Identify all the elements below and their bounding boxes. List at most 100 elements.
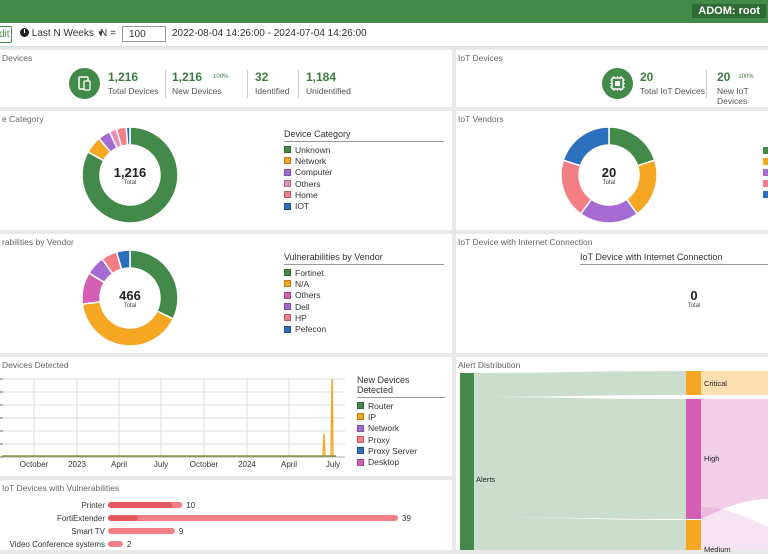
divider bbox=[247, 70, 248, 98]
category-legend-item[interactable]: Computer bbox=[284, 167, 444, 178]
panel-title: Devices bbox=[2, 53, 33, 63]
category-legend-item[interactable]: Unknown bbox=[284, 144, 444, 155]
category-slice-5[interactable] bbox=[125, 126, 131, 146]
vendor-slice-4[interactable] bbox=[562, 126, 610, 167]
legend-swatch bbox=[284, 168, 291, 176]
unidentified-stat[interactable]: 1,184 Unidentified bbox=[306, 70, 351, 96]
legend-label: Network bbox=[295, 155, 327, 166]
panel-title: e Category bbox=[2, 114, 44, 124]
legend-swatch bbox=[284, 146, 291, 154]
vuln-vendor-legend-item[interactable]: N/A bbox=[284, 278, 444, 289]
node-label-alerts: Alerts bbox=[476, 475, 496, 484]
node-critical[interactable] bbox=[686, 371, 701, 395]
flow-high bbox=[474, 397, 686, 519]
bar-segment[interactable] bbox=[108, 515, 138, 521]
legend-swatch bbox=[357, 413, 364, 421]
vuln-vendor-donut[interactable] bbox=[0, 234, 260, 353]
identified-stat[interactable]: 32 Identified bbox=[255, 70, 290, 96]
bar[interactable] bbox=[108, 515, 398, 521]
bar-value-label: 9 bbox=[179, 527, 184, 536]
legend-swatch bbox=[284, 314, 291, 322]
vuln-vendor-slice-1[interactable] bbox=[81, 300, 175, 347]
legend-label: N/A bbox=[295, 278, 310, 289]
legend-label: IOT bbox=[295, 201, 310, 212]
bar-value-label: 2 bbox=[127, 540, 132, 549]
new-devices-panel: Devices Detected October 2023 April July Oct… bbox=[0, 357, 452, 476]
node-medium[interactable] bbox=[686, 520, 701, 550]
iot-chip-icon bbox=[602, 68, 633, 99]
legend-label: Router bbox=[368, 400, 394, 411]
x-tick-label: April bbox=[281, 460, 297, 469]
vuln-vendor-legend-item[interactable]: HP bbox=[284, 312, 444, 323]
new-devices-stat[interactable]: 1,216 100% New Devices bbox=[172, 70, 229, 96]
vuln-vendor-slice-5[interactable] bbox=[115, 249, 131, 271]
new-devices-legend-item[interactable]: Proxy Server bbox=[357, 445, 445, 456]
alert-sankey[interactable] bbox=[456, 357, 768, 550]
new-devices-line-chart[interactable]: October 2023 April July October 2024 April July bbox=[0, 357, 350, 476]
bar-category-label: Video Conference systems bbox=[10, 540, 105, 549]
bar-value-label: 39 bbox=[402, 514, 411, 523]
vuln-vendor-legend-item[interactable]: Others bbox=[284, 290, 444, 301]
category-legend-item[interactable]: IOT bbox=[284, 200, 444, 211]
legend-label: IP bbox=[368, 411, 377, 422]
x-tick-label: October bbox=[20, 460, 49, 469]
donut-center: 20 Total bbox=[601, 165, 617, 186]
legend-swatch bbox=[357, 458, 364, 466]
time-range-select[interactable]: Last N Weeks ▼ bbox=[20, 28, 105, 39]
legend-title: Vulnerabilities by Vendor bbox=[284, 252, 444, 265]
panel-title: Devices Detected bbox=[2, 360, 69, 370]
edit-button[interactable]: dit bbox=[0, 26, 12, 43]
alert-distribution-panel: Alert Distribution Alerts Critical High … bbox=[456, 357, 768, 554]
internet-total: 0 Total bbox=[687, 288, 701, 309]
panel-title: Alert Distribution bbox=[458, 360, 521, 370]
new-devices-legend-item[interactable]: Network bbox=[357, 423, 445, 434]
total-devices-stat[interactable]: 1,216 Total Devices bbox=[108, 70, 159, 96]
bar-segment[interactable] bbox=[108, 502, 172, 508]
x-tick-label: October bbox=[190, 460, 219, 469]
device-category-donut[interactable] bbox=[0, 111, 260, 230]
new-iot-stat[interactable]: 20 100% New IoT Devices bbox=[717, 70, 754, 106]
vendor-slice-0[interactable] bbox=[608, 126, 656, 167]
iot-internet-panel: IoT Device with Internet Connection IoT … bbox=[456, 234, 768, 353]
new-devices-legend-item[interactable]: Proxy bbox=[357, 434, 445, 445]
time-range-label: Last N Weeks bbox=[31, 28, 94, 39]
node-alerts[interactable] bbox=[460, 373, 474, 550]
new-devices-legend-item[interactable]: IP bbox=[357, 411, 445, 422]
x-tick-label: July bbox=[326, 460, 340, 469]
node-high[interactable] bbox=[686, 399, 701, 519]
legend-label: Others bbox=[295, 178, 321, 189]
date-range: 2022-08-04 14:26:00 - 2024-07-04 14:26:0… bbox=[172, 28, 367, 39]
legend-label: Dell bbox=[295, 301, 310, 312]
vuln-vendor-legend-item[interactable]: Dell bbox=[284, 301, 444, 312]
new-devices-legend-item[interactable]: Router bbox=[357, 400, 445, 411]
iot-vuln-bar-chart[interactable]: Printer 10 FortiExtender 39 Smart TV 9 Video C… bbox=[0, 480, 452, 550]
bar-category-label: Printer bbox=[81, 501, 105, 510]
legend-label: Computer bbox=[295, 167, 333, 178]
legend-label: Home bbox=[295, 189, 318, 200]
legend-label: Fortinet bbox=[295, 267, 324, 278]
legend-swatch bbox=[284, 180, 291, 188]
category-legend-item[interactable]: Others bbox=[284, 178, 444, 189]
n-input[interactable]: 100 bbox=[122, 26, 166, 42]
vuln-vendor-legend-item[interactable]: Pefecon bbox=[284, 323, 444, 334]
panel-title: IoT Device with Internet Connection bbox=[458, 237, 593, 247]
chevron-down-icon: ▼ bbox=[96, 29, 105, 38]
category-legend-item[interactable]: Network bbox=[284, 155, 444, 166]
new-devices-legend-item[interactable]: Desktop bbox=[357, 456, 445, 467]
category-legend-item[interactable]: Home bbox=[284, 189, 444, 200]
chart-title: IoT Device with Internet Connection bbox=[580, 252, 723, 262]
legend-swatch bbox=[284, 202, 291, 210]
iot-vendors-donut[interactable] bbox=[456, 111, 768, 230]
flow-critical-out bbox=[701, 371, 768, 395]
adom-badge[interactable]: ADOM: root bbox=[692, 4, 766, 18]
legend-swatch bbox=[284, 291, 291, 299]
divider bbox=[706, 70, 707, 98]
category-slice-0[interactable] bbox=[81, 126, 179, 224]
legend-label: Desktop bbox=[368, 457, 400, 468]
clock-icon bbox=[20, 28, 29, 37]
vuln-vendor-legend-item[interactable]: Fortinet bbox=[284, 267, 444, 278]
total-iot-stat[interactable]: 20 Total IoT Devices bbox=[640, 70, 706, 96]
bar[interactable] bbox=[108, 528, 175, 534]
legend-swatch bbox=[357, 424, 364, 432]
bar[interactable] bbox=[108, 541, 123, 547]
